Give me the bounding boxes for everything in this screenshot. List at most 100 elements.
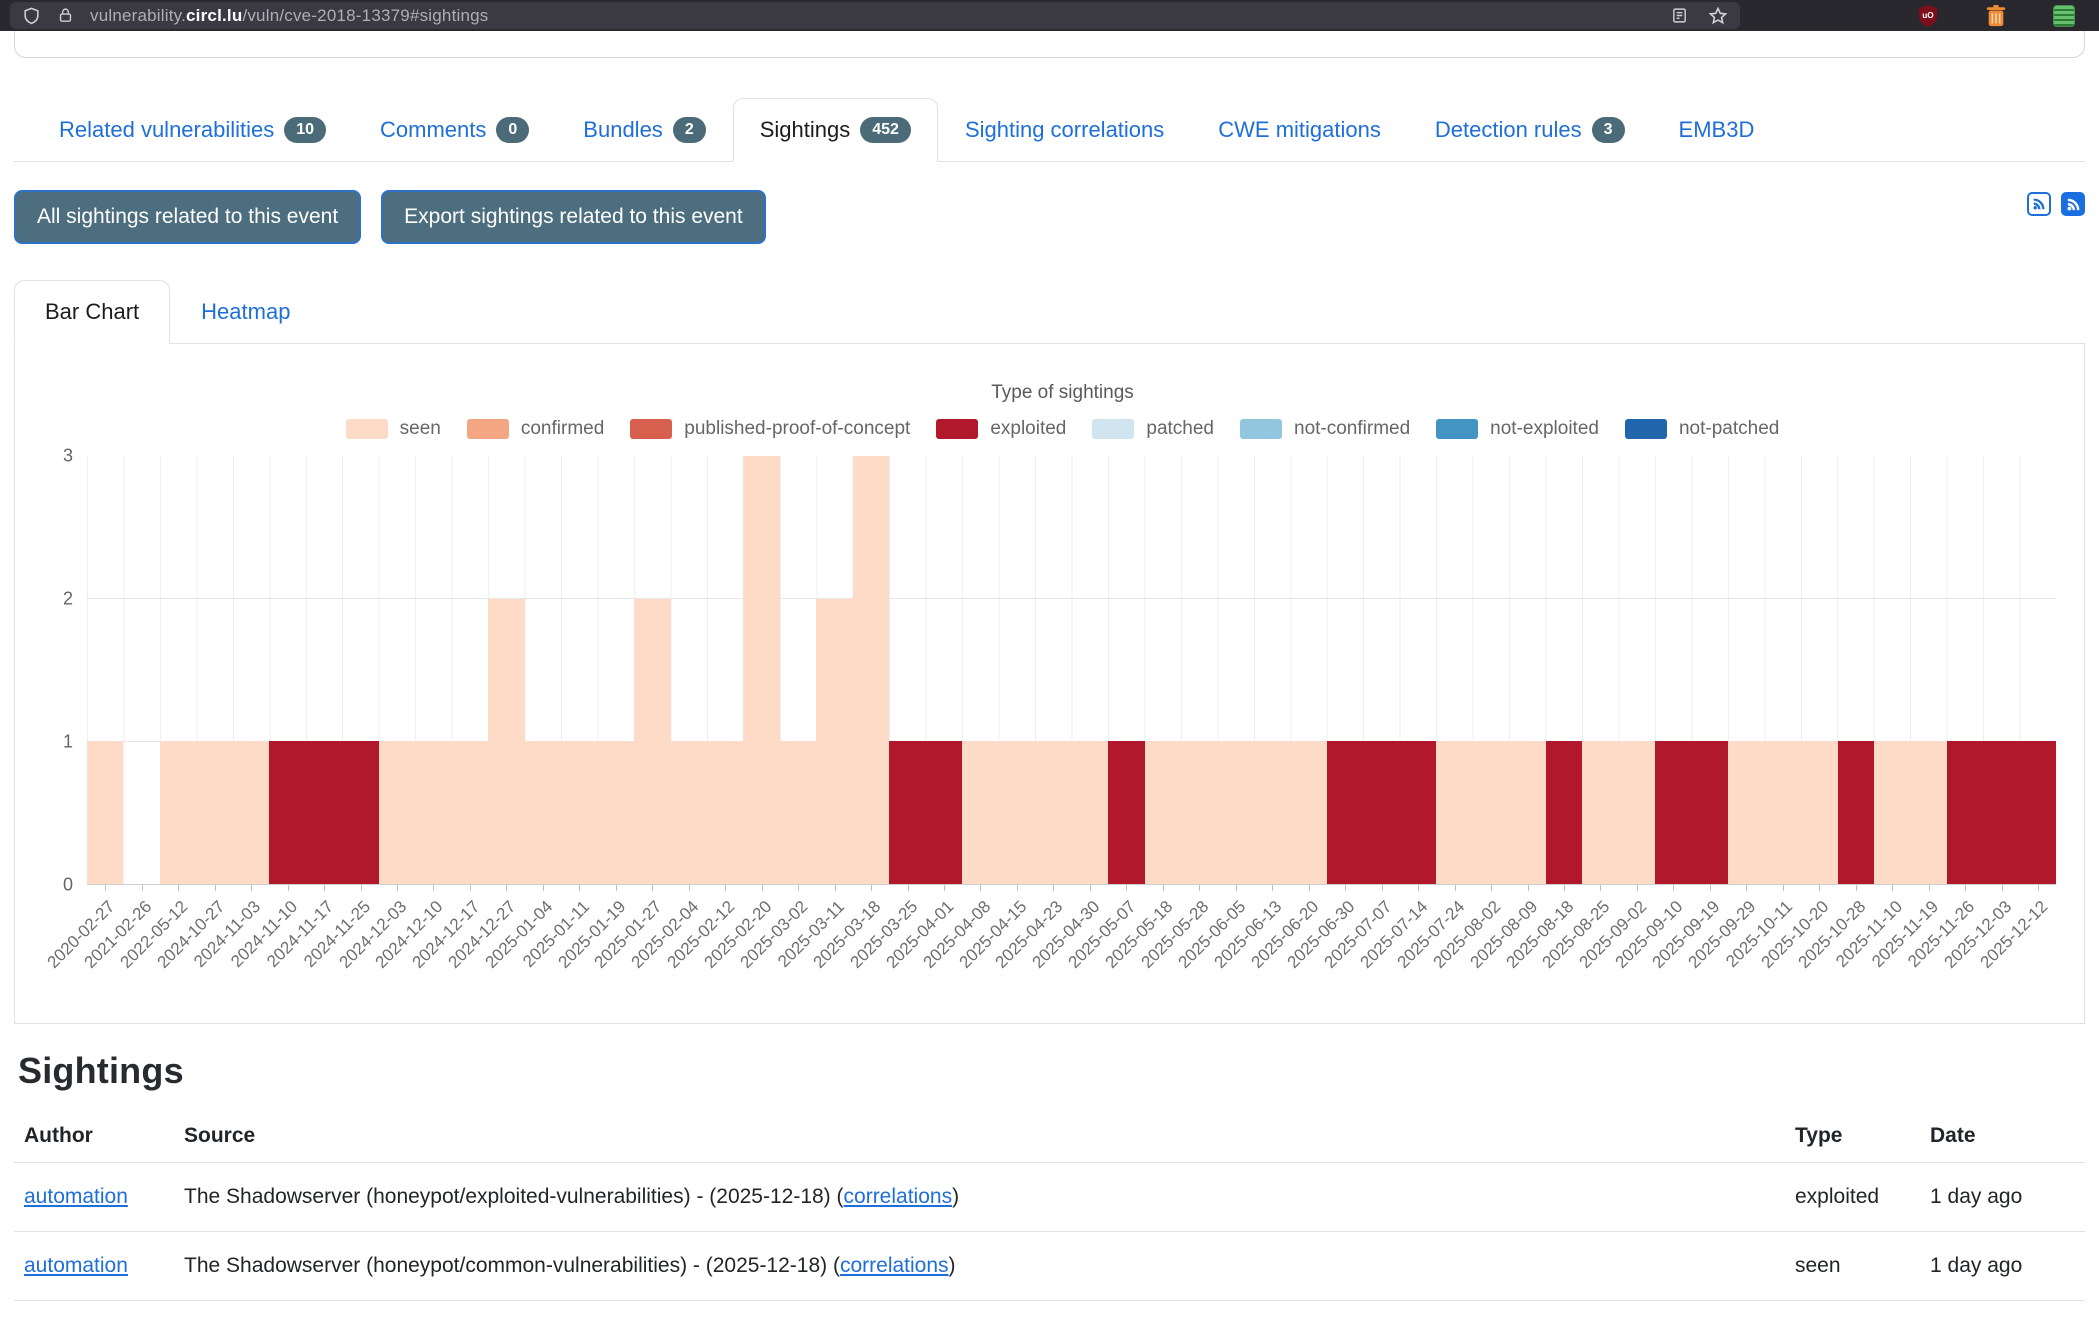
- bar-2025-04-30[interactable]: [1071, 456, 1109, 884]
- tab-bundles[interactable]: Bundles 2: [556, 98, 732, 162]
- bar-2025-12-12[interactable]: [2019, 456, 2057, 884]
- author-link[interactable]: automation: [24, 1254, 128, 1277]
- export-sightings-button[interactable]: Export sightings related to this event: [381, 190, 766, 244]
- bar-2025-02-12[interactable]: [706, 456, 744, 884]
- browser-toolbar: vulnerability.circl.lu/vuln/cve-2018-133…: [0, 0, 2099, 31]
- author-link[interactable]: automation: [24, 1185, 128, 1208]
- bar-2025-08-09[interactable]: [1509, 456, 1546, 884]
- url-bar[interactable]: vulnerability.circl.lu/vuln/cve-2018-133…: [10, 2, 1740, 29]
- tab-related-vulnerabilities[interactable]: Related vulnerabilities 10: [32, 98, 353, 162]
- bar-2024-11-10[interactable]: [269, 456, 306, 884]
- x-tick-2025-04-30: 2025-04-30: [1028, 885, 1108, 1013]
- bar-2025-03-02[interactable]: [779, 456, 817, 884]
- bar-2025-01-11[interactable]: [561, 456, 598, 884]
- y-tick-label: 0: [62, 874, 73, 895]
- bar-2024-12-27[interactable]: [488, 456, 525, 884]
- legend-item-not-patched[interactable]: not-patched: [1624, 418, 1779, 440]
- bookmark-star-icon[interactable]: [1708, 6, 1728, 26]
- legend-item-not-exploited[interactable]: not-exploited: [1436, 418, 1599, 440]
- bar-2025-02-20[interactable]: [743, 456, 780, 884]
- rss-solid-icon[interactable]: [2061, 192, 2085, 216]
- bar-2024-12-17[interactable]: [451, 456, 489, 884]
- ublock-origin-icon[interactable]: uO: [1917, 4, 1939, 28]
- bar-2025-10-28[interactable]: [1837, 456, 1874, 884]
- tab-sightings[interactable]: Sightings 452: [732, 98, 938, 162]
- bar-2024-11-03[interactable]: [232, 456, 270, 884]
- trash-extension-icon[interactable]: [1985, 4, 2007, 28]
- bar-2020-02-27[interactable]: [87, 456, 124, 884]
- legend-item-patched[interactable]: patched: [1092, 418, 1214, 440]
- svg-text:uO: uO: [1922, 10, 1934, 19]
- bar-2025-09-10[interactable]: [1655, 456, 1692, 884]
- bar-2025-05-28[interactable]: [1181, 456, 1218, 884]
- bar-2025-06-30[interactable]: [1326, 456, 1364, 884]
- tab-sighting-correlations[interactable]: Sighting correlations: [938, 98, 1191, 162]
- bar-segment-exploited: [889, 741, 926, 884]
- bar-2025-09-02[interactable]: [1618, 456, 1656, 884]
- tab-detection-rules[interactable]: Detection rules 3: [1408, 98, 1652, 162]
- green-extension-icon[interactable]: [2053, 4, 2075, 27]
- legend-item-seen[interactable]: seen: [345, 418, 441, 440]
- bar-segment-seen: [962, 741, 999, 884]
- bar-2025-05-07[interactable]: [1108, 456, 1145, 884]
- bar-segment-seen: [1472, 741, 1510, 884]
- bar-2025-01-04[interactable]: [524, 456, 562, 884]
- bar-2025-11-10[interactable]: [1873, 456, 1911, 884]
- legend-item-exploited[interactable]: exploited: [936, 418, 1066, 440]
- bar-2025-01-27[interactable]: [634, 456, 671, 884]
- page-header-card-edge: [14, 31, 2085, 58]
- tab-emb3d[interactable]: EMB3D: [1652, 98, 1782, 162]
- correlations-link[interactable]: correlations: [839, 1254, 949, 1277]
- bar-2025-06-20[interactable]: [1290, 456, 1327, 884]
- bar-2025-03-25[interactable]: [889, 456, 926, 884]
- y-tick-label: 2: [62, 588, 73, 609]
- bar-2024-12-10[interactable]: [415, 456, 452, 884]
- bar-2025-05-18[interactable]: [1144, 456, 1182, 884]
- legend-item-published-proof-of-concept[interactable]: published-proof-of-concept: [630, 418, 910, 440]
- reader-view-icon[interactable]: [1671, 6, 1688, 25]
- rss-outline-icon[interactable]: [2027, 192, 2051, 216]
- bar-2025-10-20[interactable]: [1801, 456, 1838, 884]
- bar-2024-11-25[interactable]: [342, 456, 379, 884]
- bar-2025-02-04[interactable]: [670, 456, 707, 884]
- bar-2025-04-08[interactable]: [962, 456, 999, 884]
- bar-2024-10-27[interactable]: [196, 456, 233, 884]
- legend-item-not-confirmed[interactable]: not-confirmed: [1240, 418, 1410, 440]
- bar-2024-11-17[interactable]: [305, 456, 343, 884]
- bar-2022-05-12[interactable]: [159, 456, 197, 884]
- tab-heatmap[interactable]: Heatmap: [201, 299, 291, 324]
- tab-bar-chart[interactable]: Bar Chart: [14, 280, 171, 344]
- bar-2025-09-19[interactable]: [1691, 456, 1729, 884]
- all-sightings-button[interactable]: All sightings related to this event: [14, 190, 362, 244]
- bar-2025-08-25[interactable]: [1582, 456, 1619, 884]
- bar-2025-03-18[interactable]: [852, 456, 890, 884]
- bar-2025-11-19[interactable]: [1910, 456, 1947, 884]
- tab-cwe-mitigations[interactable]: CWE mitigations: [1191, 98, 1408, 162]
- legend-label: seen: [399, 418, 441, 439]
- bar-2025-10-11[interactable]: [1764, 456, 1802, 884]
- bar-2025-07-24[interactable]: [1436, 456, 1473, 884]
- bar-2024-12-03[interactable]: [378, 456, 416, 884]
- bar-segment-seen: [1144, 741, 1182, 884]
- correlations-link[interactable]: correlations: [843, 1185, 953, 1208]
- bar-2025-01-19[interactable]: [597, 456, 635, 884]
- bar-2025-07-07[interactable]: [1363, 456, 1400, 884]
- legend-item-confirmed[interactable]: confirmed: [466, 418, 604, 440]
- tab-comments[interactable]: Comments 0: [353, 98, 556, 162]
- bar-2025-06-05[interactable]: [1217, 456, 1254, 884]
- bar-2021-02-26[interactable]: [123, 456, 159, 884]
- bar-2025-11-26[interactable]: [1946, 456, 1984, 884]
- bar-2025-06-13[interactable]: [1254, 456, 1291, 884]
- x-tick-2025-06-05: 2025-06-05: [1174, 885, 1254, 1013]
- bar-2025-04-23[interactable]: [1035, 456, 1072, 884]
- bar-2025-12-03[interactable]: [1983, 456, 2020, 884]
- bar-2025-09-29[interactable]: [1728, 456, 1765, 884]
- lock-icon[interactable]: [57, 6, 74, 25]
- bar-2025-08-02[interactable]: [1472, 456, 1510, 884]
- bar-2025-03-11[interactable]: [816, 456, 853, 884]
- shield-permissions-icon[interactable]: [22, 6, 41, 25]
- bar-2025-08-18[interactable]: [1545, 456, 1583, 884]
- bar-2025-04-15[interactable]: [998, 456, 1036, 884]
- bar-2025-07-14[interactable]: [1399, 456, 1437, 884]
- bar-2025-04-01[interactable]: [925, 456, 963, 884]
